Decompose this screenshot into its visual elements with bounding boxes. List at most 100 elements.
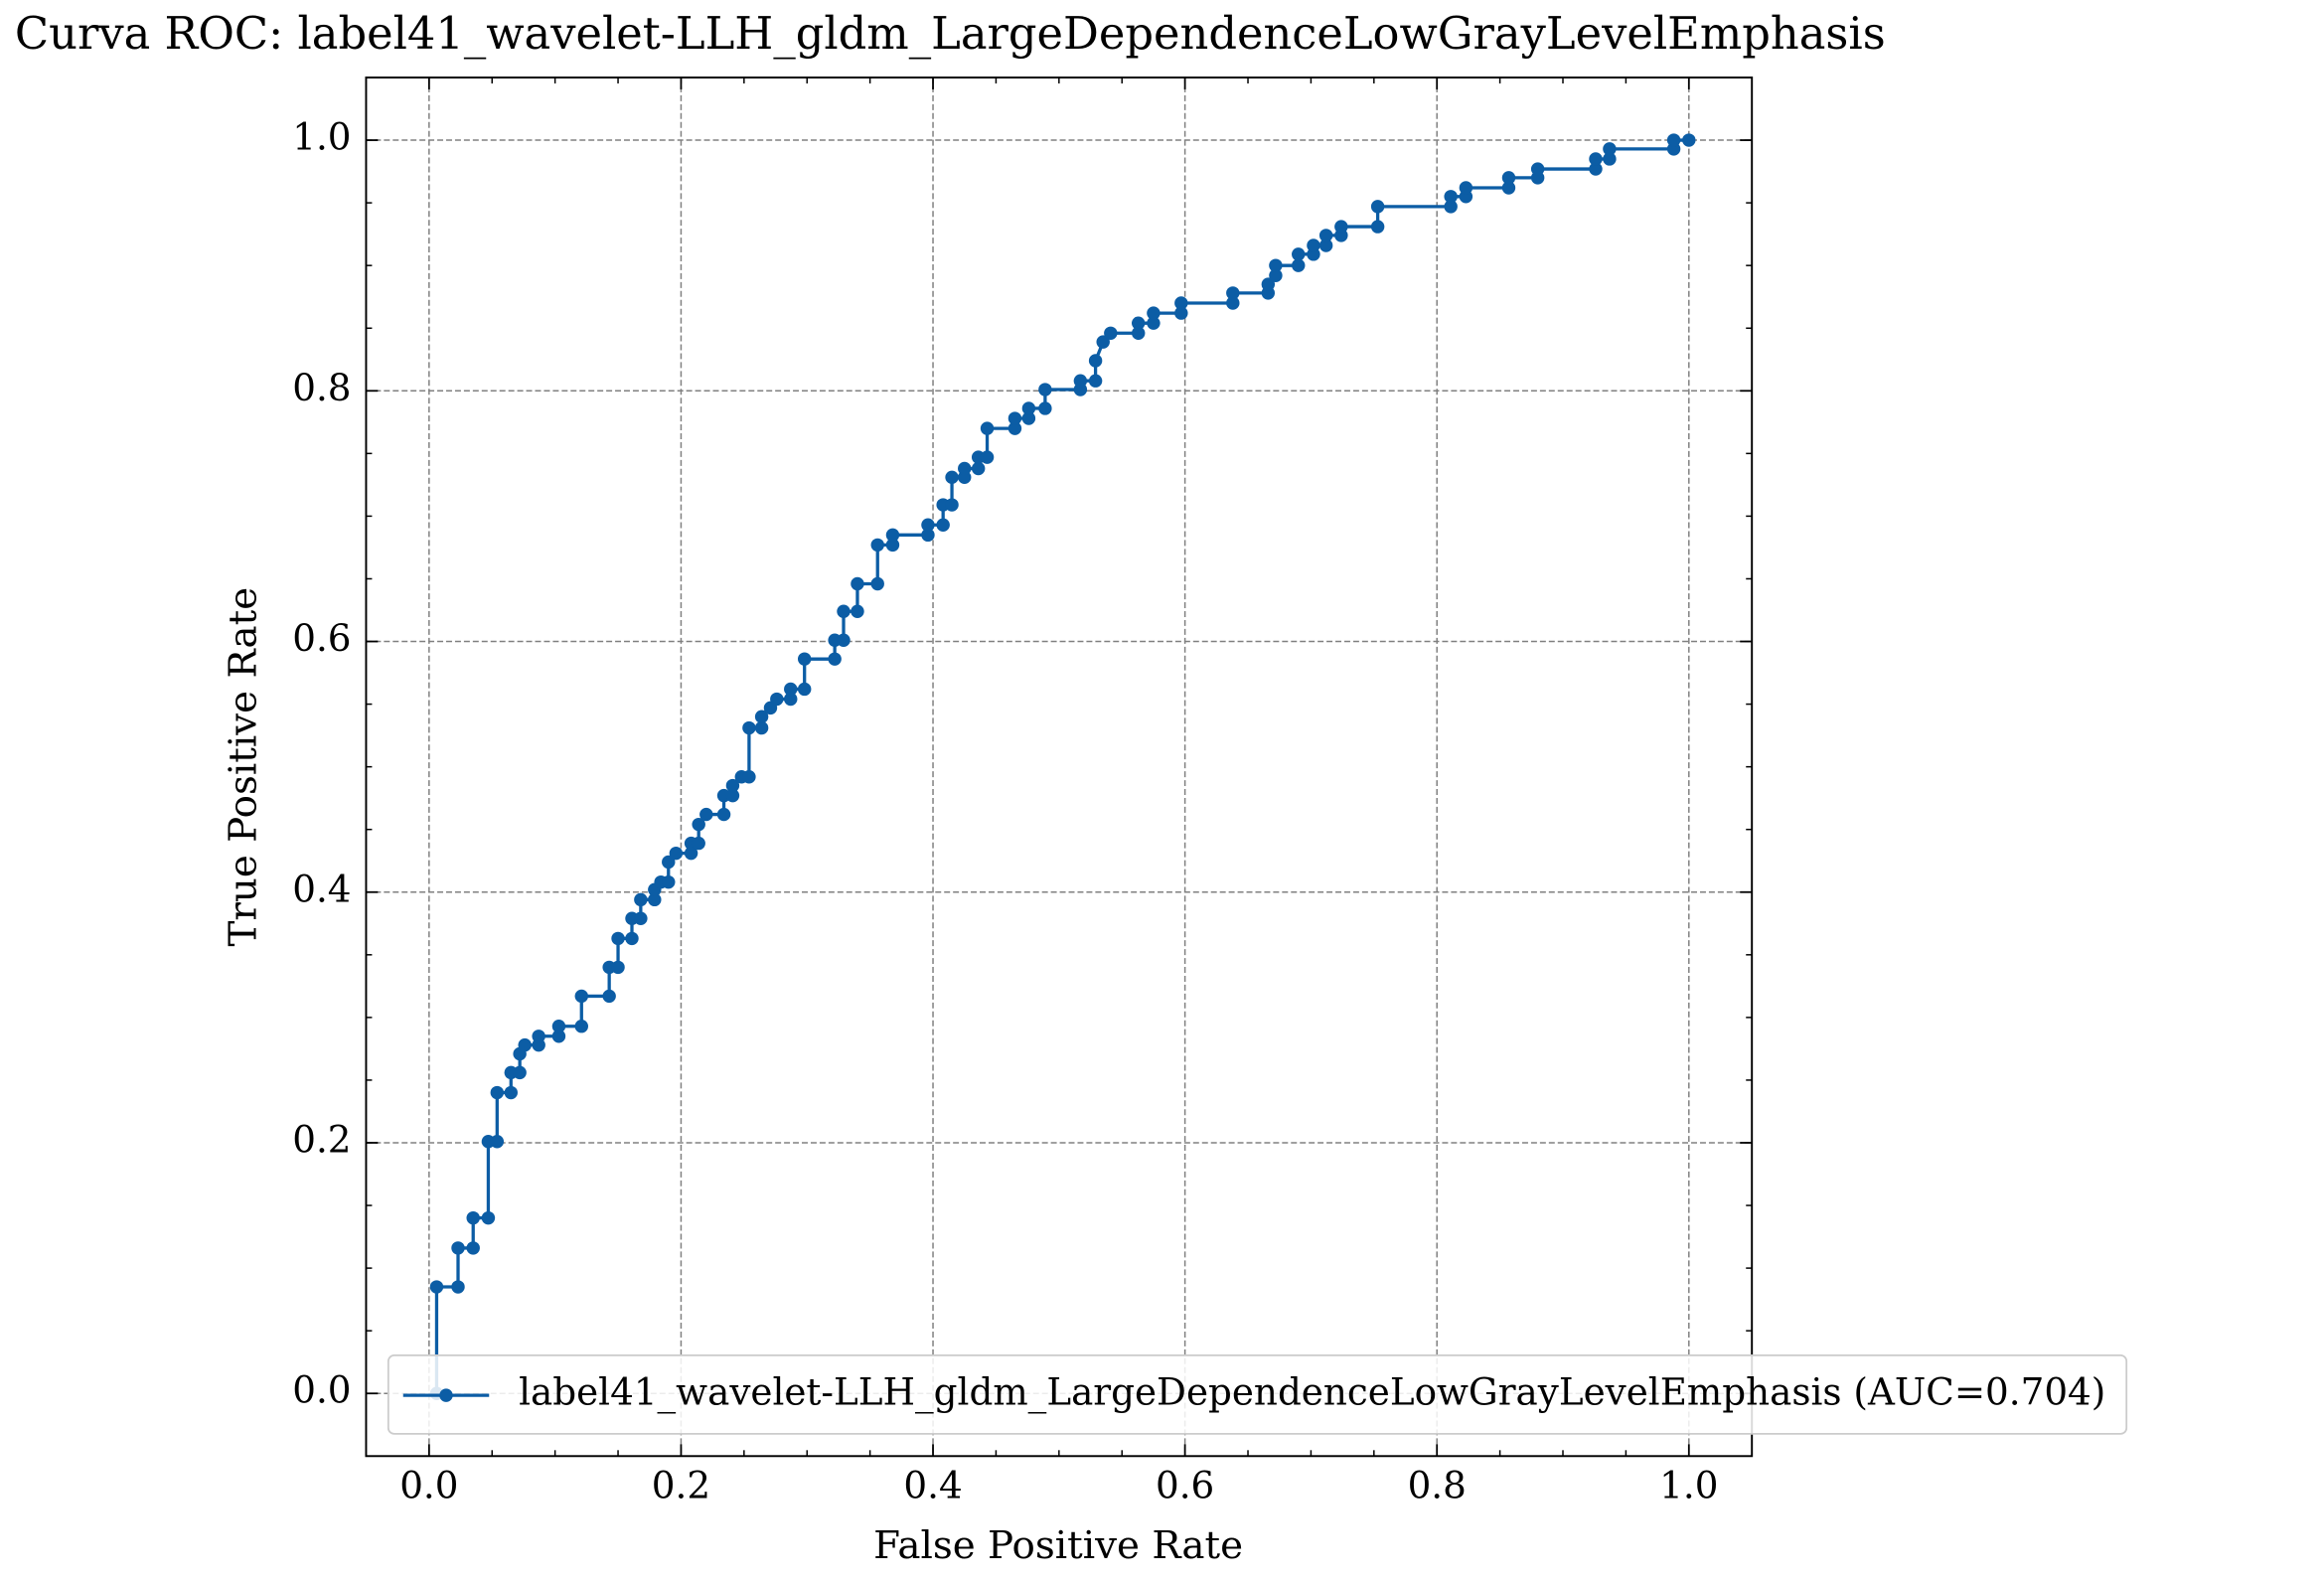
roc-point	[742, 720, 756, 735]
roc-point	[1501, 181, 1516, 195]
roc-point	[1038, 401, 1052, 415]
roc-point	[692, 817, 705, 832]
x-tick-label: 0.4	[903, 1464, 962, 1507]
legend: label41_wavelet-LLH_gldm_LargeDependence…	[387, 1353, 2128, 1435]
roc-point	[936, 518, 950, 532]
roc-point	[662, 855, 676, 870]
roc-point	[921, 528, 935, 543]
roc-point	[797, 682, 812, 697]
roc-point	[837, 604, 851, 618]
roc-point	[1021, 411, 1036, 425]
roc-point	[466, 1241, 480, 1255]
roc-point	[945, 498, 959, 512]
roc-point	[725, 778, 740, 793]
roc-point	[574, 989, 588, 1004]
roc-point	[1682, 133, 1696, 147]
roc-point	[1603, 152, 1617, 166]
roc-point	[1261, 277, 1276, 291]
roc-point	[1007, 411, 1022, 425]
roc-point	[634, 911, 648, 925]
roc-point	[1459, 181, 1473, 195]
roc-point	[1104, 326, 1118, 340]
roc-point	[971, 461, 986, 476]
roc-point	[1589, 162, 1603, 176]
roc-point	[662, 874, 676, 889]
roc-point	[1226, 296, 1240, 310]
roc-point	[725, 788, 740, 803]
y-tick-label: 0.0	[292, 1368, 351, 1412]
roc-point	[1334, 220, 1348, 234]
roc-point	[602, 989, 616, 1004]
roc-point	[885, 528, 900, 543]
roc-point	[828, 652, 842, 666]
roc-point	[1088, 374, 1103, 388]
roc-point	[1038, 383, 1052, 396]
roc-point	[851, 576, 864, 591]
x-tick-label: 0.8	[1408, 1464, 1467, 1507]
roc-point	[451, 1280, 465, 1294]
axes-frame	[365, 77, 1754, 1458]
roc-point	[1370, 220, 1385, 234]
roc-point	[648, 892, 662, 907]
roc-point	[1096, 335, 1110, 349]
roc-point	[1530, 162, 1545, 176]
roc-point	[945, 470, 959, 485]
roc-point	[870, 576, 884, 591]
roc-point	[611, 960, 625, 975]
roc-point	[1073, 374, 1088, 388]
roc-point	[532, 1030, 545, 1043]
roc-point	[513, 1065, 527, 1080]
roc-point	[770, 692, 784, 707]
roc-point	[1603, 142, 1617, 156]
roc-point	[784, 692, 798, 707]
roc-point	[754, 710, 769, 723]
roc-point	[1021, 401, 1036, 415]
roc-point	[1174, 306, 1188, 320]
roc-point	[1269, 268, 1283, 282]
x-tick-label: 1.0	[1659, 1464, 1718, 1507]
x-axis-label: False Positive Rate	[873, 1523, 1243, 1568]
roc-point	[692, 836, 705, 851]
roc-point	[574, 1019, 588, 1033]
roc-point	[885, 538, 900, 553]
roc-point	[490, 1135, 505, 1149]
roc-point	[742, 770, 756, 784]
roc-point	[1007, 421, 1022, 435]
y-tick-label: 0.6	[292, 616, 351, 660]
y-tick-label: 1.0	[292, 115, 351, 159]
roc-point	[1666, 133, 1681, 147]
roc-point	[466, 1210, 480, 1225]
legend-label: label41_wavelet-LLH_gldm_LargeDependence…	[519, 1370, 2105, 1415]
roc-point	[1131, 316, 1146, 330]
chart-title: Curva ROC: label41_wavelet-LLH_gldm_Larg…	[15, 7, 1886, 60]
roc-point	[634, 892, 648, 907]
roc-point	[1318, 238, 1333, 252]
roc-point	[754, 720, 769, 735]
x-tick-label: 0.6	[1156, 1464, 1214, 1507]
roc-point	[980, 421, 995, 435]
roc-point	[921, 518, 935, 532]
roc-point	[1444, 200, 1458, 214]
roc-point	[1307, 238, 1320, 252]
roc-point	[797, 652, 812, 666]
roc-point	[1131, 326, 1146, 340]
roc-point	[1292, 258, 1306, 272]
legend-marker	[439, 1388, 453, 1402]
roc-point	[699, 807, 713, 822]
roc-point	[518, 1037, 532, 1052]
roc-point	[1226, 286, 1240, 300]
roc-point	[851, 604, 864, 618]
x-tick-label: 0.2	[652, 1464, 710, 1507]
roc-point	[551, 1030, 566, 1043]
roc-point	[1088, 354, 1103, 368]
y-tick-label: 0.2	[292, 1117, 351, 1161]
y-tick-label: 0.4	[292, 867, 351, 910]
roc-point	[490, 1085, 505, 1100]
roc-point	[1292, 247, 1306, 261]
roc-point	[1589, 152, 1603, 166]
roc-point	[1147, 316, 1161, 330]
roc-point	[784, 682, 798, 697]
roc-point	[625, 931, 639, 946]
